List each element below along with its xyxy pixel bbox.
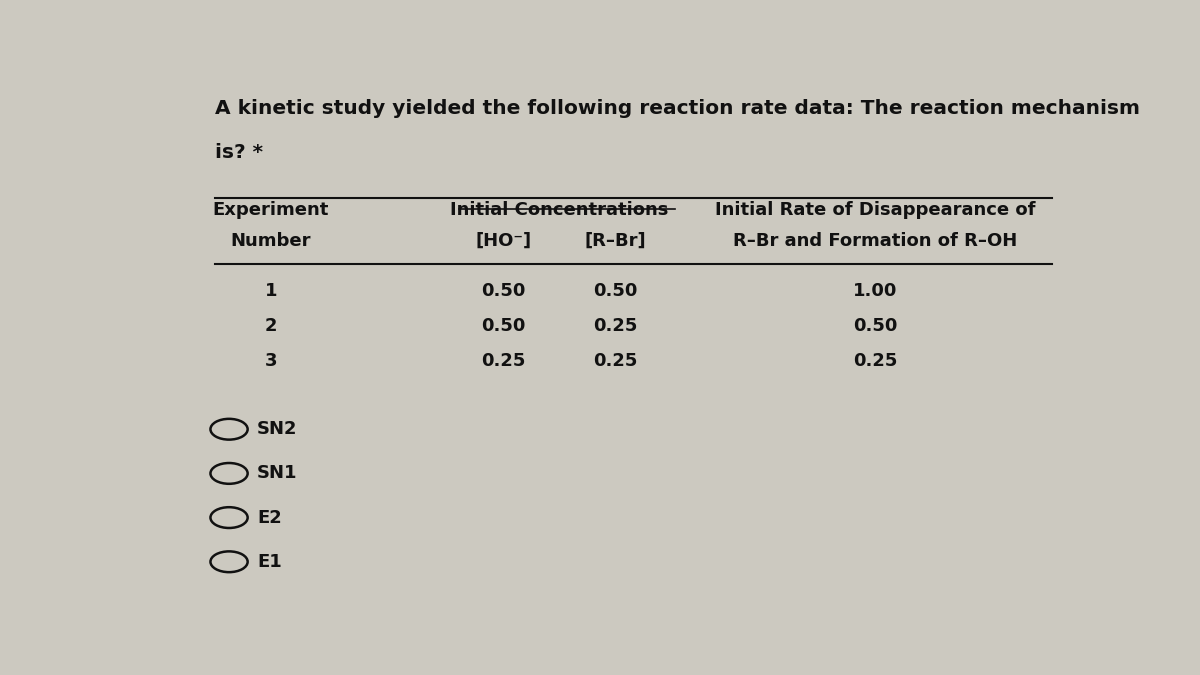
- Text: SN2: SN2: [257, 421, 298, 438]
- Text: Initial Concentrations: Initial Concentrations: [450, 200, 668, 219]
- Text: [HO⁻]: [HO⁻]: [475, 232, 532, 250]
- Text: Experiment: Experiment: [212, 200, 329, 219]
- Text: 2: 2: [265, 317, 277, 335]
- Text: 0.25: 0.25: [593, 352, 637, 370]
- Text: E2: E2: [257, 508, 282, 526]
- Text: SN1: SN1: [257, 464, 298, 483]
- Text: 3: 3: [265, 352, 277, 370]
- Text: 1.00: 1.00: [853, 283, 898, 300]
- Text: 0.50: 0.50: [481, 283, 526, 300]
- Text: Number: Number: [230, 232, 311, 250]
- Text: 0.50: 0.50: [593, 283, 637, 300]
- Text: 1: 1: [265, 283, 277, 300]
- Text: E1: E1: [257, 553, 282, 571]
- Text: is? *: is? *: [215, 143, 263, 163]
- Text: [R–Br]: [R–Br]: [584, 232, 646, 250]
- Text: A kinetic study yielded the following reaction rate data: The reaction mechanism: A kinetic study yielded the following re…: [215, 99, 1140, 118]
- Text: 0.50: 0.50: [481, 317, 526, 335]
- Text: 0.25: 0.25: [593, 317, 637, 335]
- Text: 0.25: 0.25: [481, 352, 526, 370]
- Text: 0.50: 0.50: [853, 317, 898, 335]
- Text: Initial Rate of Disappearance of: Initial Rate of Disappearance of: [715, 200, 1036, 219]
- Text: R–Br and Formation of R–OH: R–Br and Formation of R–OH: [733, 232, 1018, 250]
- Text: 0.25: 0.25: [853, 352, 898, 370]
